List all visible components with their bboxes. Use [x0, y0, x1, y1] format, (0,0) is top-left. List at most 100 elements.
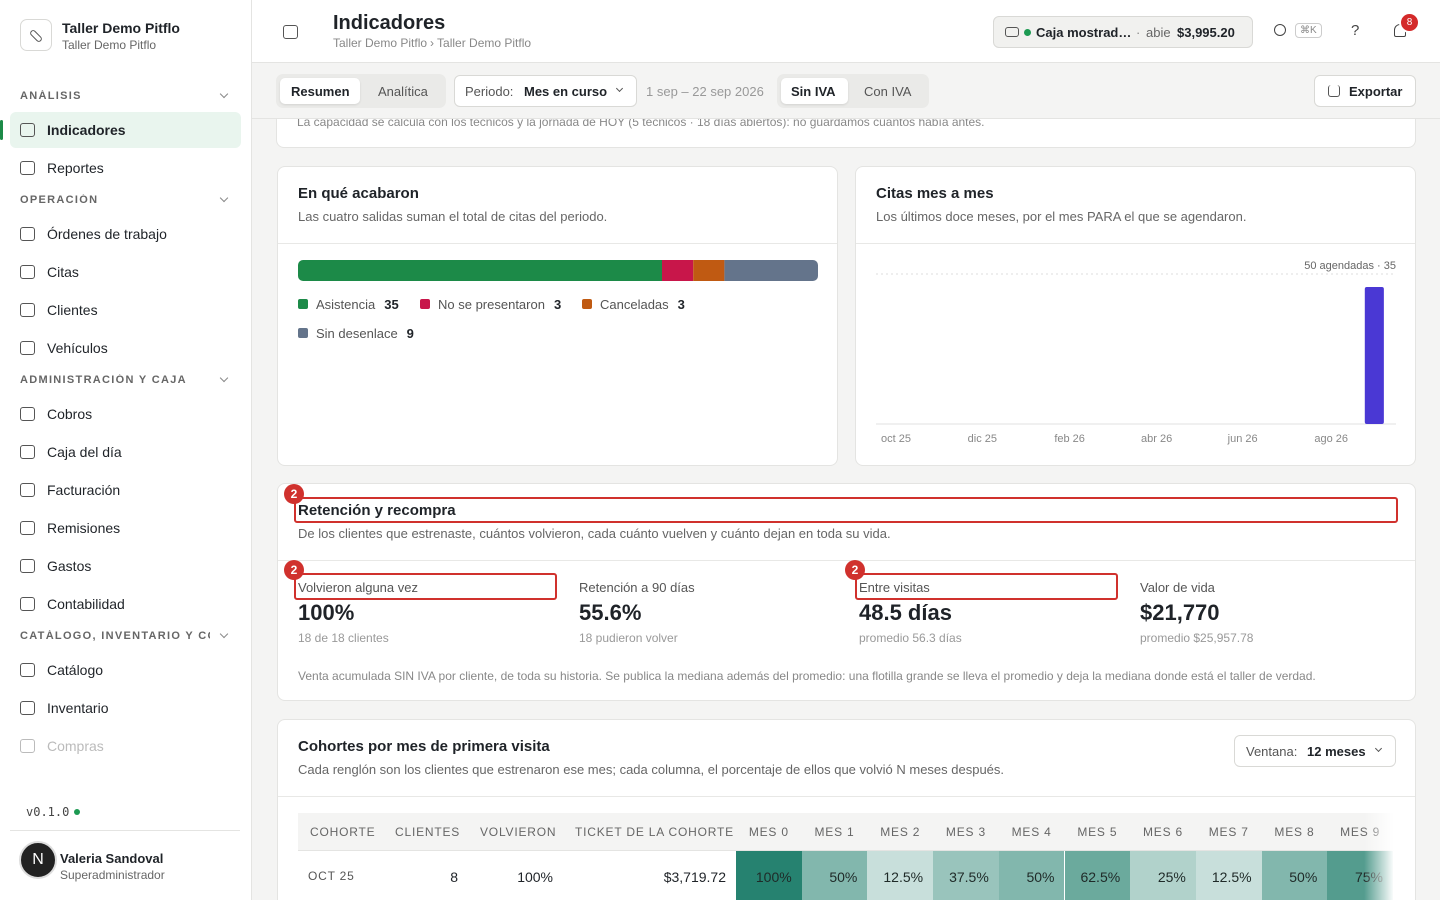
icon [20, 663, 35, 677]
legend-label: Sin desenlace [316, 326, 398, 341]
nav-item[interactable]: Contabilidad [47, 596, 125, 612]
breadcrumb-item[interactable]: Taller Demo Pitflo [333, 36, 428, 50]
cell: 62.5% [1080, 869, 1121, 885]
chevron [219, 629, 229, 639]
nav-item[interactable]: Catálogo [47, 662, 104, 678]
tab[interactable]: Analítica [378, 84, 428, 99]
icon [20, 483, 35, 497]
nav-item[interactable]: Órdenes de trabajo [47, 226, 167, 242]
annotation-badge: 2 [284, 560, 304, 580]
metric-detail: 18 de 18 clientes [298, 631, 389, 645]
column-header: MES 3 [945, 825, 986, 839]
export-button[interactable]: Exportar [1314, 75, 1416, 107]
bar-chart: oct 25 dic 25 feb 26 abr 26 jun 26 ago 26 50 a… [876, 260, 1396, 445]
tab[interactable]: Con IVA [864, 84, 912, 99]
column-header: MES 5 [1077, 825, 1118, 839]
search-icon[interactable] [1274, 24, 1286, 36]
nav-item[interactable]: Caja del día [47, 444, 122, 460]
icon [20, 559, 35, 573]
sidebar-fade [0, 760, 251, 800]
status-dot [1024, 29, 1031, 36]
bar-segment [724, 260, 818, 281]
legend-entry: Sin desenlace 9 [316, 326, 414, 341]
legend-swatch [420, 299, 430, 309]
section-label[interactable]: OPERACIÓN [20, 194, 99, 206]
legend-value: 3 [677, 297, 685, 312]
cash-chip[interactable]: Caja mostrad… · abie $3,995.20 [993, 16, 1253, 48]
column-header: MES 8 [1274, 825, 1315, 839]
column-header: VOLVIERON [480, 825, 557, 839]
metric-value: 100% [298, 600, 355, 625]
legend-value: 3 [553, 297, 562, 312]
footnote: Venta acumulada SIN IVA por cliente, de … [298, 669, 1316, 683]
legend-label: Canceladas [600, 297, 669, 312]
column-header: MES 4 [1011, 825, 1052, 839]
help[interactable]: ? [1351, 22, 1360, 39]
metric-value: 55.6% [579, 600, 642, 625]
capacity-note: La capacidad se calcula con los técnicos… [297, 119, 985, 129]
breadcrumb-item[interactable]: Taller Demo Pitflo [437, 36, 532, 50]
bar [1364, 287, 1384, 424]
cell: 12.5% [883, 869, 924, 885]
breadcrumb: Taller Demo Pitflo › Taller Demo Pitflo [333, 36, 531, 50]
x-tick-label: abr 26 [1141, 433, 1172, 445]
date-range: 1 sep – 22 sep 2026 [646, 84, 764, 99]
nav-item[interactable]: Remisiones [47, 520, 121, 536]
period-select[interactable]: Periodo: Mes en curso [454, 75, 637, 107]
icon [20, 227, 35, 241]
nav-item[interactable]: Citas [47, 264, 79, 280]
nav-item[interactable]: Clientes [47, 302, 98, 318]
window-select[interactable]: Ventana: 12 meses [1234, 735, 1396, 767]
nav-active [10, 112, 241, 148]
nav-item[interactable]: Inventario [47, 700, 109, 716]
metric-label: Volvieron alguna vez [298, 580, 418, 595]
section-label[interactable]: ADMINISTRACIÓN Y CAJA [20, 374, 187, 386]
shortcut: ⌘K [1295, 23, 1322, 38]
nav-item[interactable]: Compras [47, 738, 104, 754]
x-tick-label: ago 26 [1314, 433, 1348, 445]
section-label[interactable]: ANÁLISIS [20, 90, 82, 102]
notification-badge: 8 [1399, 12, 1420, 33]
sidebar-toggle[interactable] [283, 25, 298, 39]
icon [20, 161, 35, 175]
x-tick-label: oct 25 [881, 433, 911, 445]
user-name[interactable]: Valeria Sandoval [60, 851, 164, 866]
icon [20, 701, 35, 715]
metric-detail: 18 pudieron volver [579, 631, 678, 645]
metric-value: 48.5 días [859, 600, 952, 625]
tab[interactable]: Resumen [291, 84, 350, 99]
nav-item[interactable]: Facturación [47, 482, 121, 498]
org-name[interactable]: Taller Demo Pitflo [62, 20, 180, 36]
monthly-card: Citas mes a mes Los últimos doce meses, p… [855, 166, 1416, 466]
column-header: MES 6 [1143, 825, 1184, 839]
icon [20, 521, 35, 535]
nav-item[interactable]: Cobros [47, 406, 93, 422]
cash-sep: · [1136, 25, 1141, 40]
icon [20, 123, 35, 137]
tab[interactable]: Sin IVA [791, 84, 836, 99]
column-header: CLIENTES [395, 825, 461, 839]
nav-item[interactable]: Gastos [47, 558, 92, 574]
x-tick-label: feb 26 [1054, 433, 1085, 445]
nav-item[interactable]: Vehículos [47, 340, 108, 356]
card-title: En qué acabaron [298, 185, 419, 202]
cash-status: abie [1146, 25, 1171, 40]
stacked-bar-chart [298, 260, 818, 281]
icon [20, 265, 35, 279]
heat-cell [736, 851, 802, 900]
metric-label: Retención a 90 días [579, 580, 695, 595]
user-role: Superadministrador [60, 868, 165, 882]
export-label: Exportar [1349, 84, 1403, 99]
nav-item[interactable]: Indicadores [47, 122, 126, 138]
chevron [219, 373, 229, 383]
chevron [1374, 744, 1383, 753]
bar-segment [693, 260, 725, 281]
icon [20, 739, 35, 753]
sidebar: Taller Demo Pitflo Taller Demo Pitflo ANÁL… [0, 0, 252, 900]
legend-label: Asistencia [316, 297, 376, 312]
nav-item[interactable]: Reportes [47, 160, 104, 176]
section-label[interactable]: CATÁLOGO, INVENTARIO Y CO… [20, 630, 210, 642]
status-dot [74, 809, 80, 815]
tab-active [280, 78, 360, 104]
